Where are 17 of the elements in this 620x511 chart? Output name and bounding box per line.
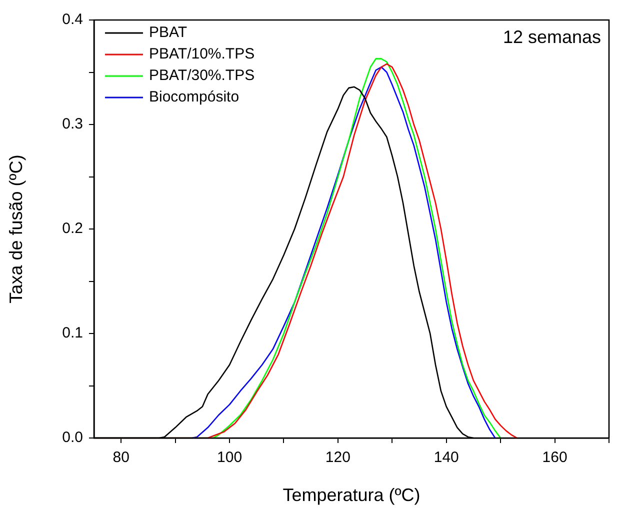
y-tick-label: 0.2: [62, 220, 83, 238]
legend-label: PBAT/30%.TPS: [149, 67, 255, 84]
y-tick-label: 0.1: [62, 324, 83, 342]
x-tick-label: 80: [112, 449, 130, 466]
x-axis-title: Temperatura (ºC): [282, 485, 420, 506]
x-tick-label: 160: [542, 449, 568, 466]
x-tick-label: 120: [325, 449, 350, 466]
y-tick-label: 0.0: [62, 429, 83, 446]
annotation: 12 semanas: [502, 26, 601, 47]
y-tick-label: 0.4: [62, 11, 83, 28]
y-tick-label: 0.3: [62, 116, 83, 133]
legend-label: PBAT/10%.TPS: [149, 46, 255, 63]
y-axis-title: Taxa de fusão (ºC): [6, 154, 26, 304]
x-tick-label: 140: [434, 449, 459, 466]
legend-label: PBAT: [149, 24, 188, 42]
x-tick-label: 100: [217, 449, 242, 466]
legend-label: Biocompósito: [149, 88, 240, 106]
